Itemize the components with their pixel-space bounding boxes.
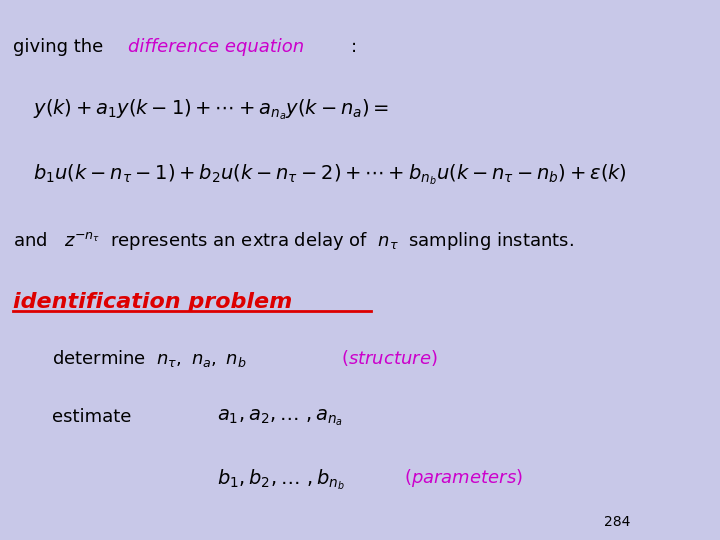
Text: estimate: estimate (53, 408, 132, 426)
Text: giving the: giving the (13, 38, 109, 56)
Text: $a_1, a_2, \ldots\ ,a_{n_a}$: $a_1, a_2, \ldots\ ,a_{n_a}$ (217, 408, 343, 428)
Text: $(\mathit{structure})$: $(\mathit{structure})$ (341, 348, 438, 368)
Text: $(\mathit{parameters})$: $(\mathit{parameters})$ (404, 467, 523, 489)
Text: identification problem: identification problem (13, 292, 292, 312)
Text: determine  $n_\tau,\ n_a,\ n_b$: determine $n_\tau,\ n_a,\ n_b$ (53, 348, 247, 369)
Text: $b_1 u(k-n_\tau-1) + b_2 u(k-n_\tau-2) + \cdots + b_{n_b} u(k-n_\tau-n_b) + \var: $b_1 u(k-n_\tau-1) + b_2 u(k-n_\tau-2) +… (33, 162, 626, 187)
Text: $b_1, b_2, \ldots\ ,b_{n_b}$: $b_1, b_2, \ldots\ ,b_{n_b}$ (217, 467, 344, 492)
Text: :: : (351, 38, 357, 56)
Text: 284: 284 (603, 515, 630, 529)
Text: difference equation: difference equation (128, 38, 304, 56)
Text: and   $z^{-n_\tau}$  represents an extra delay of  $n_\tau$  sampling instants.: and $z^{-n_\tau}$ represents an extra de… (13, 230, 574, 252)
Text: $y(k) + a_1 y(k-1) + \cdots + a_{n_a} y(k-n_a) =$: $y(k) + a_1 y(k-1) + \cdots + a_{n_a} y(… (33, 97, 389, 122)
